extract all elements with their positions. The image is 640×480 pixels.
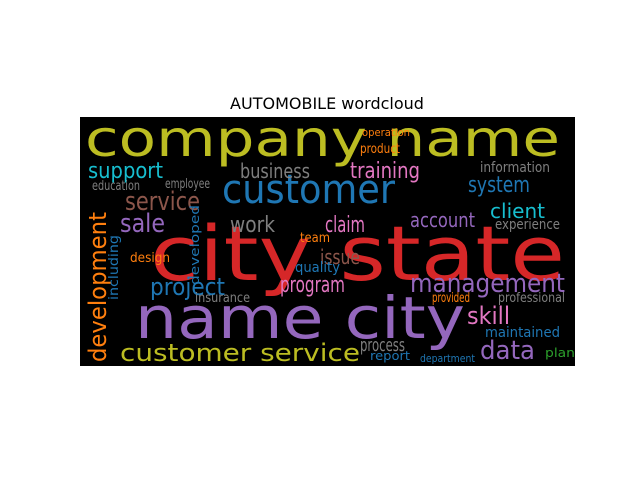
word: information	[480, 160, 550, 176]
word: service	[125, 187, 200, 217]
word: employee	[165, 177, 210, 192]
word: program	[280, 273, 345, 298]
word: client	[490, 199, 545, 223]
word: development	[84, 212, 112, 362]
word: data	[480, 336, 535, 366]
word: quality	[295, 260, 340, 276]
word: insurance	[195, 291, 250, 306]
word: operation	[362, 126, 410, 139]
word: experience	[495, 217, 560, 233]
chart-title: AUTOMOBILE wordcloud	[230, 94, 424, 113]
word: support	[88, 159, 163, 184]
word: including	[107, 235, 122, 300]
word: product	[360, 142, 400, 157]
word: business	[240, 159, 310, 183]
word: skill	[467, 302, 510, 330]
word: system	[468, 173, 530, 198]
word: developed	[188, 205, 202, 285]
word: customer service	[120, 339, 360, 367]
word: customer	[222, 167, 396, 213]
word: plan	[545, 346, 575, 360]
word: city state	[150, 209, 565, 298]
word: management	[410, 269, 565, 299]
word: team	[300, 231, 330, 246]
word: provided	[432, 291, 470, 306]
word: project	[150, 273, 225, 301]
word: process	[360, 335, 405, 356]
word: sale	[120, 209, 165, 239]
word: work	[230, 213, 275, 238]
word: claim	[325, 213, 365, 238]
word: account	[410, 208, 475, 232]
word: company name	[85, 110, 560, 168]
word: issue	[320, 245, 360, 269]
word: professional	[498, 291, 565, 306]
word: department	[420, 352, 476, 365]
word: education	[92, 179, 140, 194]
word: report	[370, 349, 410, 363]
word: training	[350, 159, 420, 184]
word: design	[130, 251, 170, 266]
word: name city	[135, 284, 465, 352]
word: maintained	[485, 325, 560, 341]
cloud-background	[80, 117, 575, 366]
